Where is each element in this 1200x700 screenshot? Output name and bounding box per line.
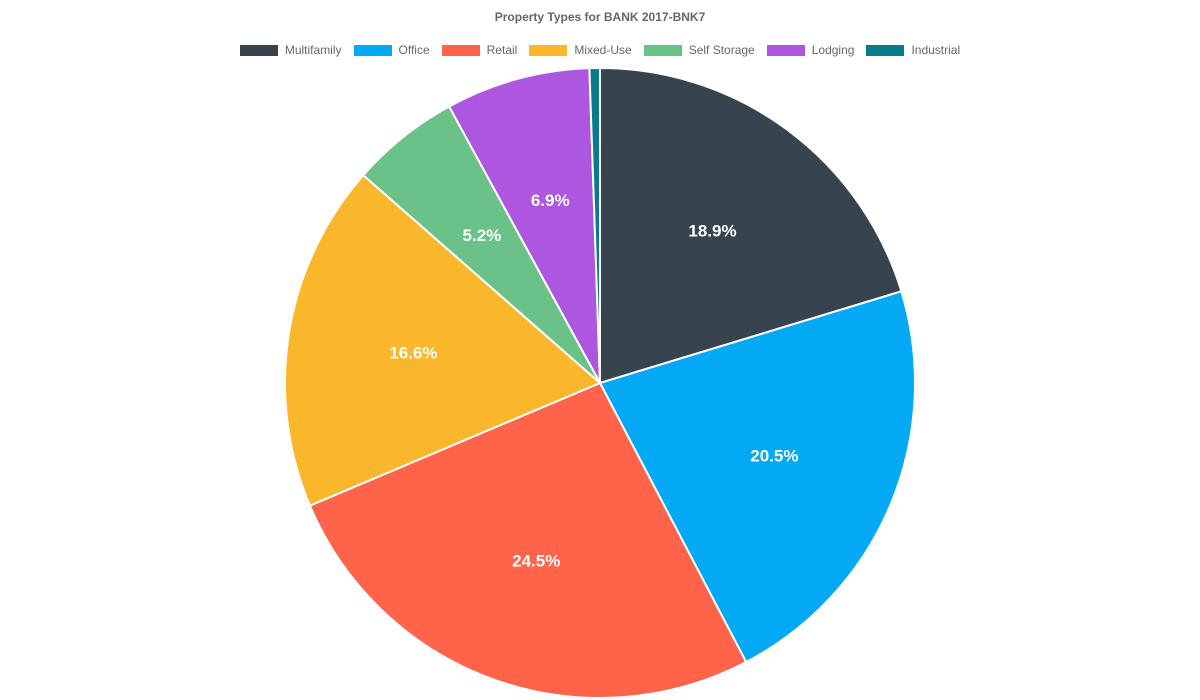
legend-swatch-industrial — [866, 44, 905, 56]
slice-label-multifamily: 18.9% — [688, 222, 736, 241]
legend-swatch-mixed-use — [529, 44, 568, 56]
legend-swatch-multifamily — [239, 44, 278, 56]
legend-label-office: Office — [398, 43, 430, 57]
legend: Multifamily Office Retail Mixed-Use Self… — [0, 43, 1200, 57]
legend-item-office[interactable]: Office — [353, 43, 430, 57]
pie-slice-industrial[interactable] — [588, 66, 601, 384]
legend-label-retail: Retail — [486, 43, 518, 57]
legend-item-multifamily[interactable]: Multifamily — [239, 43, 342, 57]
legend-swatch-retail — [441, 44, 480, 56]
pie-slice-retail[interactable] — [308, 381, 748, 699]
legend-swatch-self-storage — [643, 44, 682, 56]
legend-label-mixed-use: Mixed-Use — [574, 43, 632, 57]
slice-label-office: 20.5% — [750, 446, 798, 465]
pie-slice-mixed-use[interactable] — [284, 173, 602, 507]
legend-item-self-storage[interactable]: Self Storage — [643, 43, 755, 57]
chart-title: Property Types for BANK 2017-BNK7 — [494, 10, 706, 24]
pie-slice-lodging[interactable] — [447, 67, 601, 384]
slice-label-self-storage: 5.2% — [463, 226, 502, 245]
pie-slice-multifamily[interactable] — [599, 66, 903, 385]
legend-item-industrial[interactable]: Industrial — [866, 43, 960, 57]
slice-label-lodging: 6.9% — [531, 191, 570, 210]
pie-slice-office[interactable] — [598, 290, 916, 664]
legend-swatch-lodging — [766, 44, 805, 56]
legend-label-self-storage: Self Storage — [688, 43, 755, 57]
legend-label-multifamily: Multifamily — [284, 43, 342, 57]
slice-label-mixed-use: 16.6% — [389, 343, 437, 362]
slice-label-retail: 24.5% — [512, 551, 560, 570]
legend-swatch-office — [353, 44, 392, 56]
legend-item-retail[interactable]: Retail — [441, 43, 518, 57]
legend-label-industrial: Industrial — [911, 43, 961, 57]
legend-item-mixed-use[interactable]: Mixed-Use — [529, 43, 632, 57]
legend-label-lodging: Lodging — [811, 43, 855, 57]
legend-item-lodging[interactable]: Lodging — [766, 43, 855, 57]
